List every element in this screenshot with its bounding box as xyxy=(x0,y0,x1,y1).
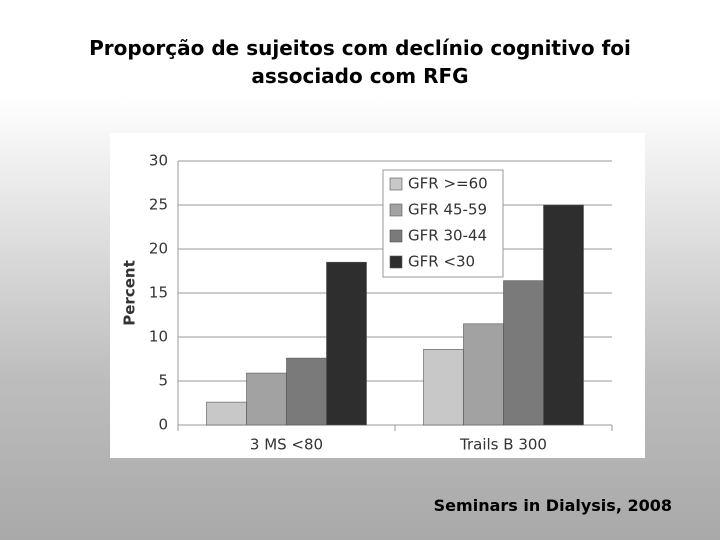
legend-label: GFR 30-44 xyxy=(408,227,487,245)
y-tick-label: 15 xyxy=(149,284,168,302)
x-tick-label: 3 MS <80 xyxy=(250,436,323,454)
y-tick-label: 20 xyxy=(149,240,168,258)
legend-swatch xyxy=(389,177,403,191)
y-tick-label: 0 xyxy=(158,416,168,434)
y-tick-label: 30 xyxy=(149,152,168,170)
legend-swatch xyxy=(389,229,403,243)
bar xyxy=(246,372,287,426)
y-axis-label: Percent xyxy=(121,260,139,325)
x-tick-label: Trails B 300 xyxy=(459,436,547,454)
legend-box xyxy=(382,169,504,278)
legend-swatch xyxy=(389,255,403,269)
bar xyxy=(463,323,504,426)
bar xyxy=(423,349,464,426)
y-tick-label: 5 xyxy=(158,372,168,390)
source-note: Seminars in Dialysis, 2008 xyxy=(433,496,672,515)
y-tick-label: 10 xyxy=(149,328,168,346)
bar xyxy=(286,357,327,426)
legend-label: GFR <30 xyxy=(408,253,475,271)
legend-label: GFR >=60 xyxy=(408,175,488,193)
legend-swatch xyxy=(389,203,403,217)
chart: 0 5 10 15 20 25 30 Percent 3 MS <80 Trails B 300 G… xyxy=(110,133,645,458)
bar xyxy=(206,401,247,426)
bar xyxy=(543,204,584,426)
legend-label: GFR 45-59 xyxy=(408,201,487,219)
bar xyxy=(503,280,544,426)
y-tick-label: 25 xyxy=(149,196,168,214)
bar xyxy=(326,261,367,426)
slide-title: Proporção de sujeitos com declínio cogni… xyxy=(89,36,631,88)
